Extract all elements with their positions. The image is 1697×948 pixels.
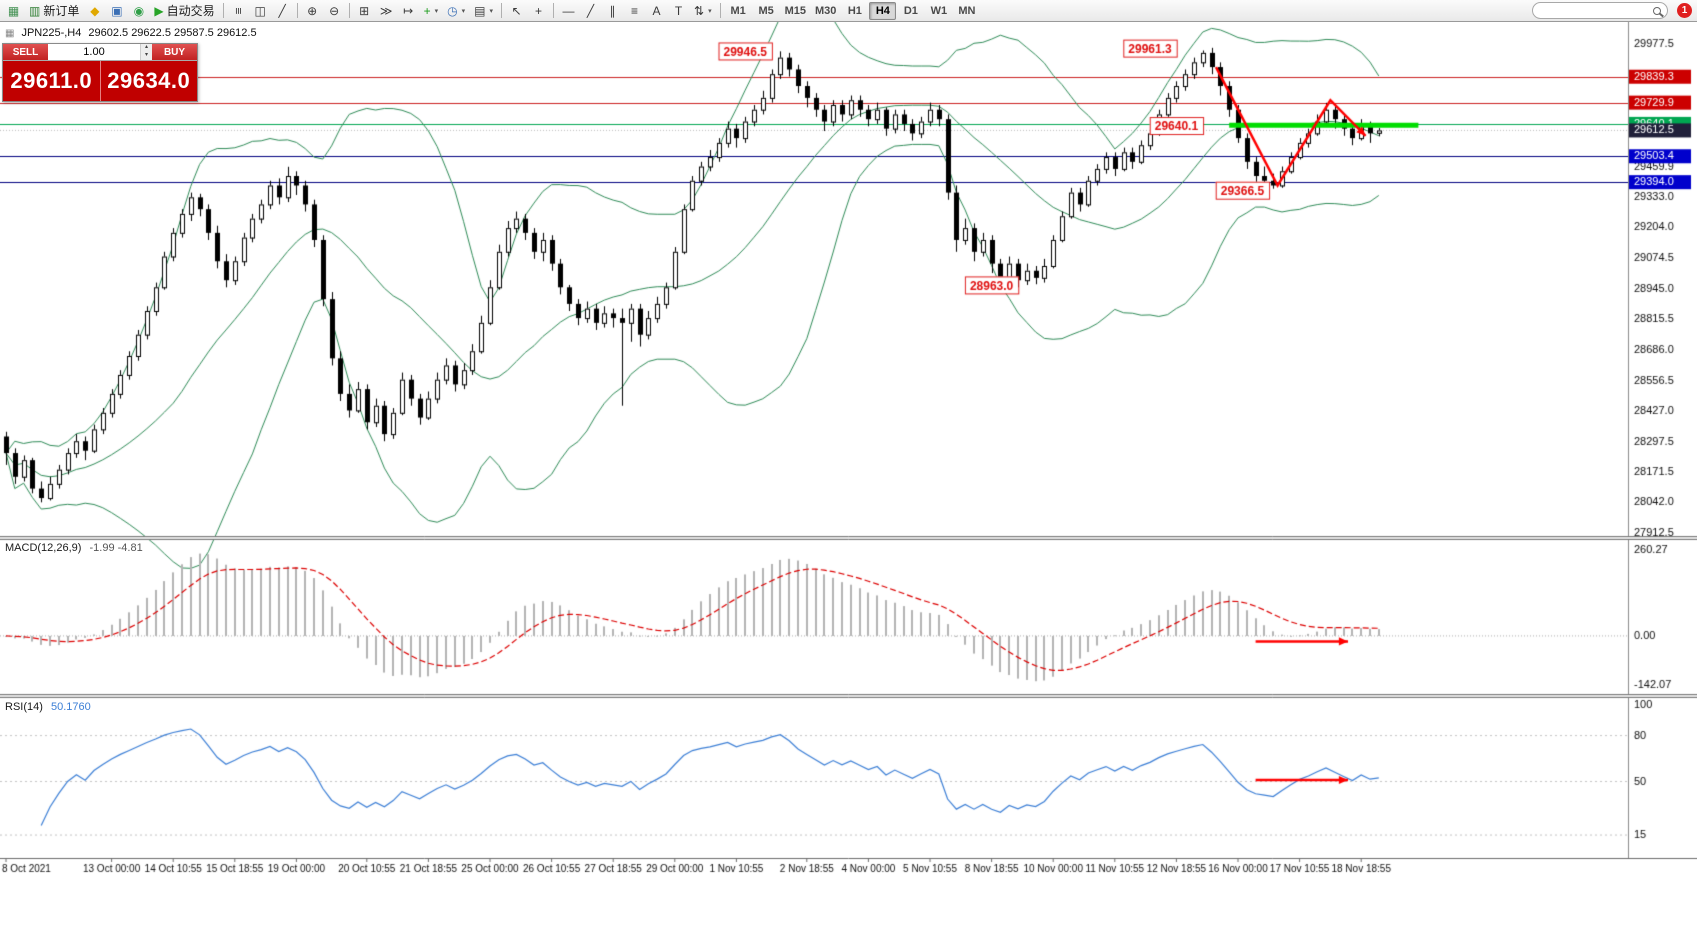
templates-icon: ▤ bbox=[474, 3, 486, 18]
channel-tool-icon: ∥ bbox=[609, 3, 616, 18]
timeframe-d1-button[interactable]: D1 bbox=[897, 2, 924, 20]
new-order-label: 新订单 bbox=[43, 4, 80, 18]
label-tool-button[interactable]: T bbox=[668, 1, 689, 21]
new-order-icon: ▥ bbox=[29, 3, 41, 18]
symbol-search-box[interactable] bbox=[1532, 2, 1668, 19]
one-click-trading-panel: SELL ▴ ▾ BUY 29611.0 29634.0 bbox=[2, 43, 198, 102]
search-icon[interactable] bbox=[1653, 6, 1661, 15]
candlestick-chart-icon: ◫ bbox=[254, 3, 266, 18]
volume-stepper: ▴ ▾ bbox=[48, 44, 152, 60]
candlestick-chart-button[interactable]: ◫ bbox=[250, 1, 271, 21]
zoom-out-icon: ⊖ bbox=[329, 3, 340, 18]
fibonacci-tool-button[interactable]: ≡ bbox=[624, 1, 645, 21]
text-tool-button[interactable]: A bbox=[646, 1, 667, 21]
fibonacci-tool-icon: ≡ bbox=[630, 3, 638, 18]
trendline-tool-button[interactable]: ╱ bbox=[580, 1, 601, 21]
tile-windows-icon: ⊞ bbox=[359, 3, 370, 18]
bar-chart-button[interactable]: ≡ bbox=[228, 1, 249, 21]
hline-tool-icon: — bbox=[562, 3, 575, 18]
chart-shift-button[interactable]: ↦ bbox=[398, 1, 419, 21]
hline-tool-button[interactable]: — bbox=[558, 1, 579, 21]
notification-badge[interactable]: 1 bbox=[1677, 3, 1692, 18]
ohlc-values: 29602.5 29622.5 29587.5 29612.5 bbox=[88, 27, 257, 39]
toolbar: ▦ ▥ 新订单 ◆ ▣ ◉ ▶ 自动交易 ≡ ◫ ╱ ⊕ ⊖ ⊞ ≫ ↦ + ▾ ◷ ▾ ▤ ▾ ↖ + — ╱ ∥ ≡ A T ⇅ ▾ M1 M… bbox=[0, 0, 1697, 22]
volume-up-icon[interactable]: ▴ bbox=[141, 44, 152, 52]
volume-down-icon[interactable]: ▾ bbox=[141, 52, 152, 60]
label-tool-icon: T bbox=[674, 3, 683, 18]
trendline-tool-icon: ╱ bbox=[586, 3, 595, 18]
alerts-button[interactable]: ◆ bbox=[84, 1, 105, 21]
indicators-dropdown-icon: ▾ bbox=[434, 7, 439, 15]
toolbar-separator bbox=[553, 3, 554, 18]
periods-button[interactable]: ◷ ▾ bbox=[443, 1, 469, 21]
autotrading-icon: ▶ bbox=[154, 3, 164, 18]
arrows-tool-dropdown-icon: ▾ bbox=[708, 7, 712, 15]
templates-dropdown-icon: ▾ bbox=[489, 7, 493, 15]
macd-values: -1.99 -4.81 bbox=[89, 542, 143, 554]
new-chart-button[interactable]: ▦ bbox=[3, 1, 24, 21]
chart-window-icon: ▦ bbox=[5, 27, 15, 39]
channel-tool-button[interactable]: ∥ bbox=[602, 1, 623, 21]
cursor-icon: ↖ bbox=[511, 3, 522, 18]
timeframe-m15-button[interactable]: M15 bbox=[781, 2, 810, 20]
alerts-icon: ◆ bbox=[90, 3, 100, 18]
cursor-button[interactable]: ↖ bbox=[506, 1, 527, 21]
auto-scroll-button[interactable]: ≫ bbox=[376, 1, 397, 21]
buy-button[interactable]: BUY bbox=[152, 44, 197, 60]
indicators-icon: + bbox=[423, 3, 431, 18]
periods-icon: ◷ bbox=[447, 3, 458, 18]
symbol-search-input[interactable] bbox=[1539, 4, 1649, 17]
templates-button[interactable]: ▤ ▾ bbox=[470, 1, 497, 21]
crosshair-icon: + bbox=[534, 3, 542, 18]
rsi-indicator-header: RSI(14) 50.1760 bbox=[5, 701, 91, 713]
zoom-in-icon: ⊕ bbox=[307, 3, 318, 18]
rsi-value: 50.1760 bbox=[50, 701, 91, 713]
crosshair-button[interactable]: + bbox=[528, 1, 549, 21]
toolbar-separator bbox=[222, 3, 224, 18]
macd-indicator-header: MACD(12,26,9) -1.99 -4.81 bbox=[5, 542, 143, 554]
macd-name-label: MACD(12,26,9) bbox=[5, 542, 82, 554]
arrows-tool-icon: ⇅ bbox=[694, 3, 705, 18]
toolbar-separator bbox=[719, 3, 721, 18]
chart-symbol-header: ▦ JPN225-,H4 29602.5 29622.5 29587.5 296… bbox=[5, 27, 257, 39]
auto-scroll-icon: ≫ bbox=[379, 3, 393, 18]
toolbar-separator bbox=[348, 3, 350, 18]
buy-price[interactable]: 29634.0 bbox=[107, 68, 191, 93]
symbol-period-label: JPN225-,H4 bbox=[21, 27, 82, 39]
rsi-name-label: RSI(14) bbox=[5, 701, 43, 713]
timeframe-m30-button[interactable]: M30 bbox=[811, 2, 840, 20]
new-chart-icon: ▦ bbox=[7, 3, 20, 18]
bar-chart-icon: ≡ bbox=[231, 6, 246, 15]
sell-price[interactable]: 29611.0 bbox=[3, 61, 101, 101]
timeframe-m1-button[interactable]: M1 bbox=[725, 2, 752, 20]
periods-dropdown-icon: ▾ bbox=[461, 7, 466, 15]
text-tool-icon: A bbox=[652, 3, 661, 18]
new-order-button[interactable]: ▥ 新订单 bbox=[25, 1, 83, 21]
chart-shift-icon: ↦ bbox=[403, 3, 414, 18]
zoom-in-button[interactable]: ⊕ bbox=[302, 1, 323, 21]
timeframe-h1-button[interactable]: H1 bbox=[841, 2, 868, 20]
autotrading-label: 自动交易 bbox=[166, 4, 215, 18]
line-chart-button[interactable]: ╱ bbox=[272, 1, 293, 21]
arrows-tool-button[interactable]: ⇅ ▾ bbox=[690, 1, 716, 21]
toolbar-separator bbox=[501, 3, 502, 18]
timeframe-mn-button[interactable]: MN bbox=[953, 2, 980, 20]
community-icon: ▣ bbox=[111, 3, 123, 18]
price-chart-canvas[interactable] bbox=[0, 22, 1697, 948]
timeframe-w1-button[interactable]: W1 bbox=[925, 2, 952, 20]
autotrading-button[interactable]: ▶ 自动交易 bbox=[150, 1, 218, 21]
mql5-button[interactable]: ◉ bbox=[128, 1, 149, 21]
timeframe-m5-button[interactable]: M5 bbox=[753, 2, 780, 20]
tile-windows-button[interactable]: ⊞ bbox=[354, 1, 375, 21]
volume-input[interactable] bbox=[48, 44, 140, 60]
timeframe-h4-button[interactable]: H4 bbox=[869, 1, 897, 20]
mql5-icon: ◉ bbox=[133, 3, 145, 18]
zoom-out-button[interactable]: ⊖ bbox=[324, 1, 345, 21]
toolbar-separator bbox=[296, 3, 298, 18]
sell-button[interactable]: SELL bbox=[3, 44, 48, 60]
line-chart-icon: ╱ bbox=[278, 3, 286, 18]
indicators-button[interactable]: + ▾ bbox=[420, 1, 443, 21]
community-button[interactable]: ▣ bbox=[106, 1, 127, 21]
